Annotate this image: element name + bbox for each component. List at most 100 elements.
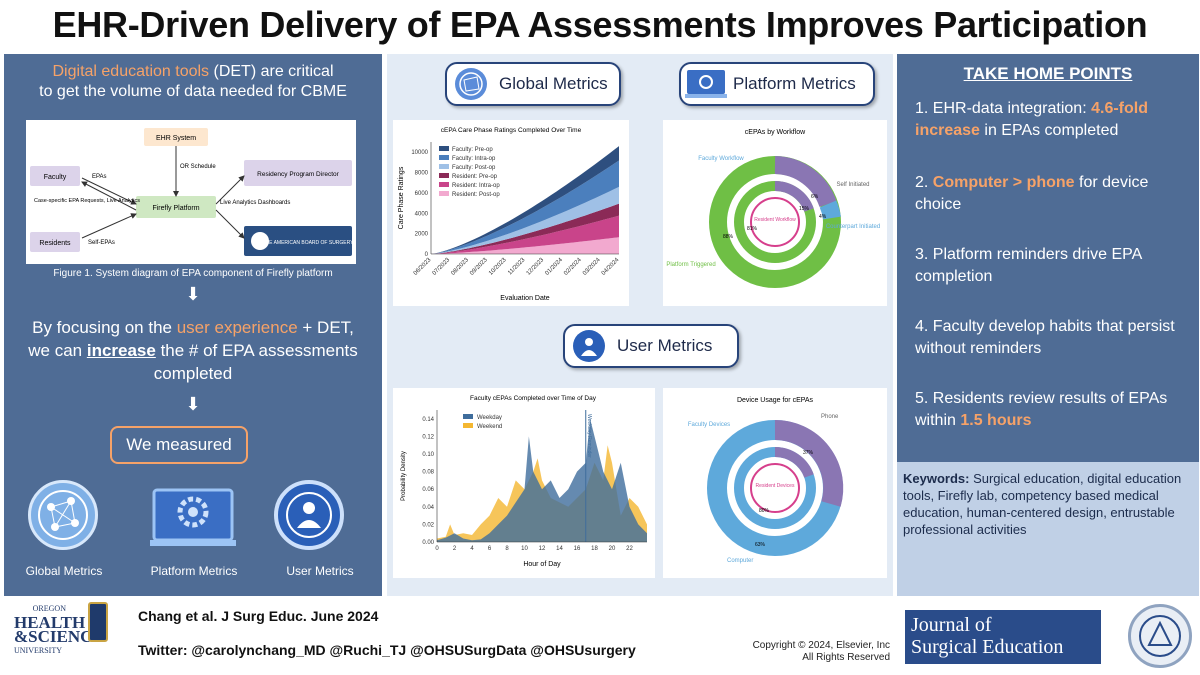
user-metrics-title: User Metrics — [617, 336, 713, 355]
c1-ytick: 8000 — [415, 171, 429, 177]
ohsu-line-3: &SCIENCE — [14, 627, 104, 646]
director-label: Residency Program Director — [257, 171, 339, 178]
pct-4: 4% — [819, 214, 827, 220]
c1-xtick: 04/2024 — [601, 257, 621, 277]
global-metrics-title: Global Metrics — [499, 74, 608, 93]
ohsu-shield-icon — [88, 602, 108, 642]
c1-ytick: 4000 — [415, 211, 429, 217]
board-label: THE AMERICAN BOARD OF SURGERY — [262, 240, 354, 246]
device-inner-phone — [774, 446, 814, 478]
c3-ytick: 0.08 — [422, 470, 434, 476]
selfepas-label: Self-EPAs — [88, 240, 115, 246]
c1-legend-swatch — [439, 146, 449, 151]
c3-xtick: 0 — [435, 546, 439, 552]
c1-xtick: 10/2023 — [488, 257, 508, 277]
c3-title: Faculty cEPAs Completed over Time of Day — [470, 395, 597, 402]
c1-xtick: 01/2024 — [544, 257, 564, 277]
c3-ytick: 0.14 — [422, 417, 434, 423]
det-highlight: Digital education tools — [52, 63, 210, 80]
icon-label-user: User Metrics — [286, 564, 354, 578]
workflow-title: cEPAs by Workflow — [745, 129, 806, 136]
c1-legend-label: Resident: Pre-op — [452, 174, 498, 180]
page-title: EHR-Driven Delivery of EPA Assessments I… — [52, 4, 1148, 45]
point-3: 3. Platform reminders drive EPA completi… — [915, 246, 1142, 285]
copyright-line-1: Copyright © 2024, Elsevier, Inc — [752, 640, 890, 651]
time-of-day-chart-svg: Faculty cEPAs Completed over Time of Day… — [401, 395, 647, 568]
society-seal-icon — [1128, 604, 1192, 668]
c1-xtick: 02/2024 — [563, 257, 583, 277]
focus-d: we can — [28, 341, 87, 360]
device-phone-segment — [774, 419, 844, 507]
person-icon — [573, 330, 605, 362]
c3-ytick: 0.10 — [422, 452, 434, 458]
intro-part-b: (DET) are critical — [209, 63, 334, 80]
c3-xtick: 2 — [453, 546, 457, 552]
device-center — [750, 463, 800, 513]
c1-legend-label: Resident: Intra-op — [452, 183, 500, 189]
focus-a: By focusing on the — [32, 318, 177, 337]
platform-triggered-label: Platform Triggered — [666, 262, 715, 268]
pct-63: 63% — [755, 542, 766, 548]
c3-reminder-label: Weekday Reminder — [586, 414, 592, 458]
focus-highlight: user experience — [176, 318, 298, 337]
computer-label: Computer — [727, 558, 753, 564]
c1-xtick: 03/2024 — [582, 257, 602, 277]
journal-line-1: Journal of — [911, 614, 992, 636]
keywords-box: Keywords: Surgical education, digital ed… — [897, 462, 1199, 596]
c3-ytick: 0.00 — [422, 540, 434, 546]
c1-legend-swatch — [439, 191, 449, 196]
device-title: Device Usage for cEPAs — [737, 397, 814, 404]
workflow-counter-segment — [819, 200, 841, 220]
point-2: 2. Computer > phone for device choice — [915, 172, 1193, 216]
c1-xtick: 11/2023 — [507, 257, 527, 277]
platform-icon — [150, 480, 236, 552]
c3-legend-label: Weekend — [477, 424, 502, 430]
system-diagram: EHR System Faculty Residents Firefly Pla… — [26, 120, 356, 264]
p2c: for device choice — [915, 174, 1149, 213]
c1-ytick: 6000 — [415, 191, 429, 197]
journal-logo: Journal of Surgical Education — [905, 610, 1101, 664]
board-box — [244, 226, 352, 256]
resident-devices-label: Resident Devices — [756, 483, 795, 489]
citation: Chang et al. J Surg Educ. June 2024 — [138, 608, 379, 624]
focus-f: the # of EPA assessments — [155, 341, 358, 360]
firefly-box — [136, 196, 216, 218]
c1-ytick: 0 — [425, 252, 429, 258]
c3-weekday-area — [437, 418, 647, 542]
faculty-box — [30, 166, 80, 186]
c1-legend-swatch — [439, 173, 449, 178]
take-home-heading: TAKE HOME POINTS — [963, 64, 1133, 83]
c3-xtick: 20 — [609, 546, 616, 552]
pct-15: 15% — [799, 206, 810, 212]
c1-xtick: 06/2023 — [413, 257, 433, 277]
c1-legend-label: Faculty: Intra-op — [452, 156, 496, 162]
c3-xtick: 22 — [626, 546, 633, 552]
intro-text: Digital education tools (DET) are critic… — [4, 62, 382, 102]
faculty-workflow-label: Faculty Workflow — [698, 156, 744, 162]
p2a: 2. — [915, 174, 933, 191]
c1-xtick: 09/2023 — [469, 257, 489, 277]
c1-legend-swatch — [439, 182, 449, 187]
workflow-chart: cEPAs by Workflow Resident Workflow Facu… — [663, 120, 887, 306]
workflow-self-segment — [774, 156, 837, 208]
care-phase-chart: cEPA Care Phase Ratings Completed Over T… — [393, 120, 629, 306]
ehr-label: EHR System — [156, 135, 196, 142]
p5a: 5. Residents review results of EPAs with… — [915, 390, 1168, 429]
resident-center — [750, 197, 800, 247]
self-initiated-label: Self Initiated — [836, 182, 869, 188]
epas-label: EPAs — [92, 174, 107, 180]
twitter-handles: Twitter: @carolynchang_MD @Ruchi_TJ @OHS… — [138, 642, 636, 658]
care-phase-chart-svg: cEPA Care Phase Ratings Completed Over T… — [398, 127, 621, 302]
right-panel: TAKE HOME POINTS 1. EHR-data integration… — [897, 54, 1199, 596]
user-metrics-header: User Metrics — [563, 324, 739, 368]
c3-xtick: 8 — [505, 546, 509, 552]
c3-xlabel: Hour of Day — [523, 561, 561, 568]
global-icon — [28, 480, 98, 550]
ohsu-line-1: OREGON — [32, 604, 66, 613]
c3-xtick: 16 — [574, 546, 581, 552]
board-seal-icon — [251, 232, 269, 250]
increase-word: increase — [86, 341, 156, 360]
c3-legend-swatch — [463, 423, 473, 428]
c3-xtick: 18 — [591, 546, 598, 552]
c1-area-5 — [431, 237, 619, 254]
